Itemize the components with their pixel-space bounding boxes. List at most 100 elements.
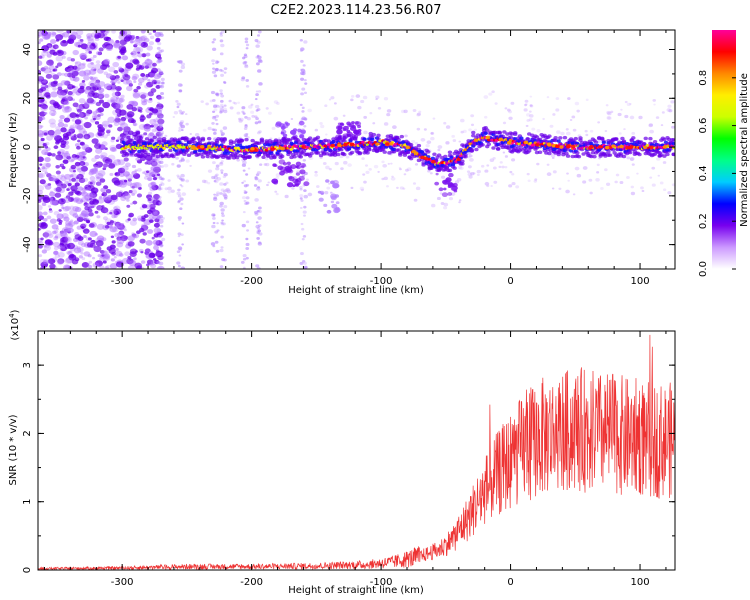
spectrogram-cell [626, 102, 631, 107]
spectrogram-cell [128, 83, 133, 87]
spectrogram-cell [57, 151, 62, 155]
spectrogram-cell [298, 185, 303, 189]
spectrogram-cell [104, 93, 110, 98]
spectrogram-cell [77, 236, 84, 241]
spectrogram-cell [49, 200, 57, 206]
spectrogram-cell [60, 183, 67, 189]
spectrogram-cell [526, 119, 530, 122]
spectrogram-cell [129, 182, 138, 189]
spectrogram-cell [606, 116, 611, 120]
spectrogram-cell [651, 183, 656, 187]
spectrogram-cell [291, 187, 295, 190]
spectrogram-cell [629, 157, 634, 161]
spectrogram-cell [156, 265, 165, 269]
spectrogram-cell [59, 115, 65, 120]
spectrogram-cell [77, 44, 82, 48]
spectrogram-cell [76, 245, 81, 250]
spectrogram-cell [72, 76, 80, 82]
spectrogram-cell [256, 231, 260, 235]
spectrogram-cell [64, 205, 71, 211]
spectrogram-cell [213, 197, 218, 201]
spectrogram-cell [242, 257, 247, 261]
spectrogram-cell [41, 166, 46, 170]
spectrogram-cell [47, 205, 52, 208]
spectrogram-cell [267, 111, 272, 115]
spectrogram-cell [221, 258, 226, 262]
spectrogram-cell [247, 154, 252, 159]
spectrogram-cell [279, 170, 285, 176]
spectrogram-cell [78, 112, 84, 118]
spectrogram-cell [299, 38, 303, 42]
spectrogram-cell [56, 72, 62, 77]
spectrogram-y-axis-label: Frequency (Hz) [8, 112, 19, 188]
spectrogram-cell [202, 128, 207, 132]
spectrogram-cell [155, 131, 162, 137]
spectrogram-cell [662, 161, 667, 164]
spectrogram-cell [114, 101, 121, 107]
spectrogram-cell [160, 91, 165, 96]
spectrogram-cell [452, 166, 457, 170]
spectrogram-cell [300, 68, 306, 73]
spectrogram-cell [89, 197, 93, 201]
spectrogram-cell [324, 104, 328, 107]
spectrogram-cell [507, 140, 512, 145]
spectrogram-cell [176, 250, 181, 254]
spectrogram-cell [483, 95, 489, 99]
spectrogram-cell [38, 124, 43, 130]
spectrogram-cell [128, 190, 133, 194]
spectrogram-cell [159, 187, 164, 191]
spectrogram-cell [357, 151, 363, 156]
spectrogram-cell [531, 127, 536, 131]
spectrogram-cell [140, 30, 147, 34]
spectrogram-cell [55, 233, 62, 239]
spectrogram-cell [290, 118, 294, 121]
spectrogram-cell [63, 79, 71, 86]
colorbar-label: Normalized spectral amplitude [739, 73, 750, 227]
spectrogram-cell [149, 203, 156, 209]
spectrogram-cell [271, 126, 276, 130]
spectrogram-cell [81, 209, 90, 216]
spectrogram-cell [258, 206, 262, 210]
spectrogram-cell [56, 213, 64, 220]
spectrogram-cell [176, 105, 180, 109]
spectrogram-cell [371, 132, 377, 137]
spectrogram-cell [111, 91, 119, 98]
spectrogram-cell [406, 167, 412, 172]
spectrogram-cell [574, 101, 580, 106]
spectrogram-cell [153, 211, 158, 216]
spectrogram-cell [150, 124, 154, 128]
spectrogram-cell [156, 52, 162, 58]
spectrogram-cell [178, 159, 183, 163]
spectrogram-cell [525, 124, 529, 128]
spectrogram-cell [127, 265, 135, 269]
spectrogram-cell [124, 251, 131, 257]
spectrogram-cell [158, 49, 163, 54]
spectrogram-cell [94, 121, 100, 125]
spectrogram-cell [79, 38, 84, 42]
spectrogram-cell [533, 179, 538, 183]
spectrogram-cell [648, 136, 653, 141]
spectrogram-cell [416, 113, 421, 117]
spectrogram-cell [108, 225, 113, 229]
spectrogram-cell [139, 238, 146, 244]
spectrogram-cell [301, 87, 306, 91]
spectrogram-cell [292, 155, 297, 159]
spectrogram-cell [245, 47, 249, 50]
spectrogram-cell [383, 97, 389, 101]
spectrogram-cell [631, 163, 635, 166]
spectrogram-cell [38, 213, 42, 217]
spectrogram-cell [241, 181, 244, 184]
spectrogram-cell [353, 137, 358, 141]
spectrogram-cell [427, 169, 431, 173]
spectrogram-cell [177, 235, 181, 238]
spectrogram-cell [73, 220, 79, 225]
spectrogram-cell [244, 40, 249, 44]
spectrogram-cell [140, 35, 148, 41]
spectrogram-cell [466, 155, 471, 159]
spectrogram-cell [223, 182, 227, 186]
y-tick-label: -20 [22, 188, 33, 204]
spectrogram-cell [385, 142, 390, 146]
spectrogram-cell [511, 158, 516, 162]
spectrogram-cell [109, 226, 117, 233]
spectrogram-cell [108, 124, 113, 128]
